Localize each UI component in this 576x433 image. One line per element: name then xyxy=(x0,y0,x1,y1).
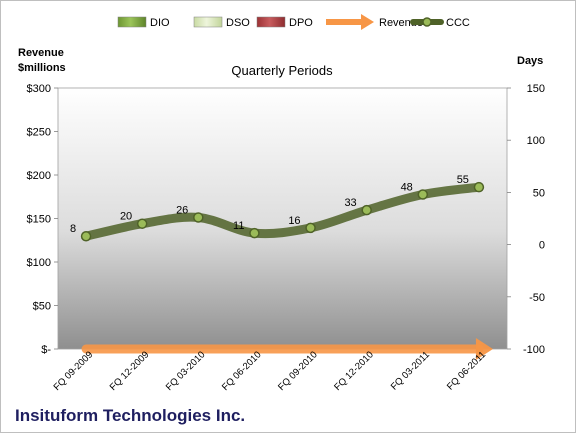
ccc-line-layer: 8 20 26 11 16 33 48 55 xyxy=(70,174,485,242)
left-axis-title-line2: $millions xyxy=(18,62,66,74)
right-axis-tick-label: 100 xyxy=(527,135,545,147)
legend-label-dso: DSO xyxy=(226,17,250,29)
category-label: FQ 09-2010 xyxy=(276,349,320,393)
left-axis-tick-label: $- xyxy=(41,344,51,356)
legend-swatch-dio xyxy=(117,16,147,28)
ccc-point xyxy=(417,189,429,200)
left-axis-tick-label: $150 xyxy=(27,214,51,226)
revenue-arrowhead xyxy=(475,338,493,360)
right-axis-tick-label: -100 xyxy=(523,344,545,356)
legend-label-dpo: DPO xyxy=(289,17,313,29)
ccc-data-label: 33 xyxy=(344,197,356,209)
legend-swatch-dso xyxy=(193,16,223,28)
category-label: FQ 03-2011 xyxy=(389,349,432,392)
ccc-point xyxy=(361,204,372,216)
ccc-data-label: 26 xyxy=(176,204,188,216)
right-axis-tick-label: 0 xyxy=(539,240,545,252)
left-axis-tick-label: $250 xyxy=(27,127,51,139)
right-axis-tick-label: -50 xyxy=(529,292,545,304)
ccc-point xyxy=(80,230,92,242)
category-label: FQ 06-2011 xyxy=(445,349,488,392)
category-label: FQ 12-2009 xyxy=(108,349,152,393)
legend-swatch-dpo xyxy=(256,16,286,28)
right-axis-tick-label: 50 xyxy=(533,187,545,199)
revenue-line-layer xyxy=(81,338,493,360)
ccc-point xyxy=(249,227,260,239)
ccc-data-label: 55 xyxy=(457,174,469,186)
ccc-point xyxy=(193,212,204,223)
ccc-point xyxy=(305,222,316,234)
left-axis-tick-label: $200 xyxy=(27,170,51,182)
ccc-data-label: 11 xyxy=(233,220,244,232)
ccc-data-label: 8 xyxy=(70,223,76,235)
legend-label-dio: DIO xyxy=(150,17,170,29)
right-axis-title: Days xyxy=(517,55,543,67)
category-label: FQ 12-2010 xyxy=(332,349,376,393)
legend-marker-ccc xyxy=(422,17,432,27)
category-label: FQ 03-2010 xyxy=(164,349,208,393)
category-label: FQ 06-2010 xyxy=(220,349,264,393)
legend: DIO DSO DPO Revenue CCC xyxy=(117,14,470,30)
ccc-point xyxy=(473,181,485,193)
ccc-data-label: 16 xyxy=(288,215,300,227)
left-axis-tick-label: $100 xyxy=(27,257,51,269)
ccc-data-label: 48 xyxy=(401,181,413,193)
chart-title: Quarterly Periods xyxy=(231,63,333,78)
company-name: Insituform Technologies Inc. xyxy=(15,406,245,425)
left-axis-title-line1: Revenue xyxy=(18,47,64,59)
right-axis-tick-label: 150 xyxy=(527,83,545,95)
plot-area xyxy=(57,87,508,350)
left-axis-tick-label: $50 xyxy=(33,301,51,313)
ccc-point xyxy=(136,218,148,229)
category-label: FQ 09-2009 xyxy=(52,349,96,393)
left-axis-tick-label: $300 xyxy=(27,83,51,95)
ccc-data-label: 20 xyxy=(120,211,132,223)
legend-arrowhead-revenue xyxy=(361,14,374,30)
legend-label-ccc: CCC xyxy=(446,17,470,29)
